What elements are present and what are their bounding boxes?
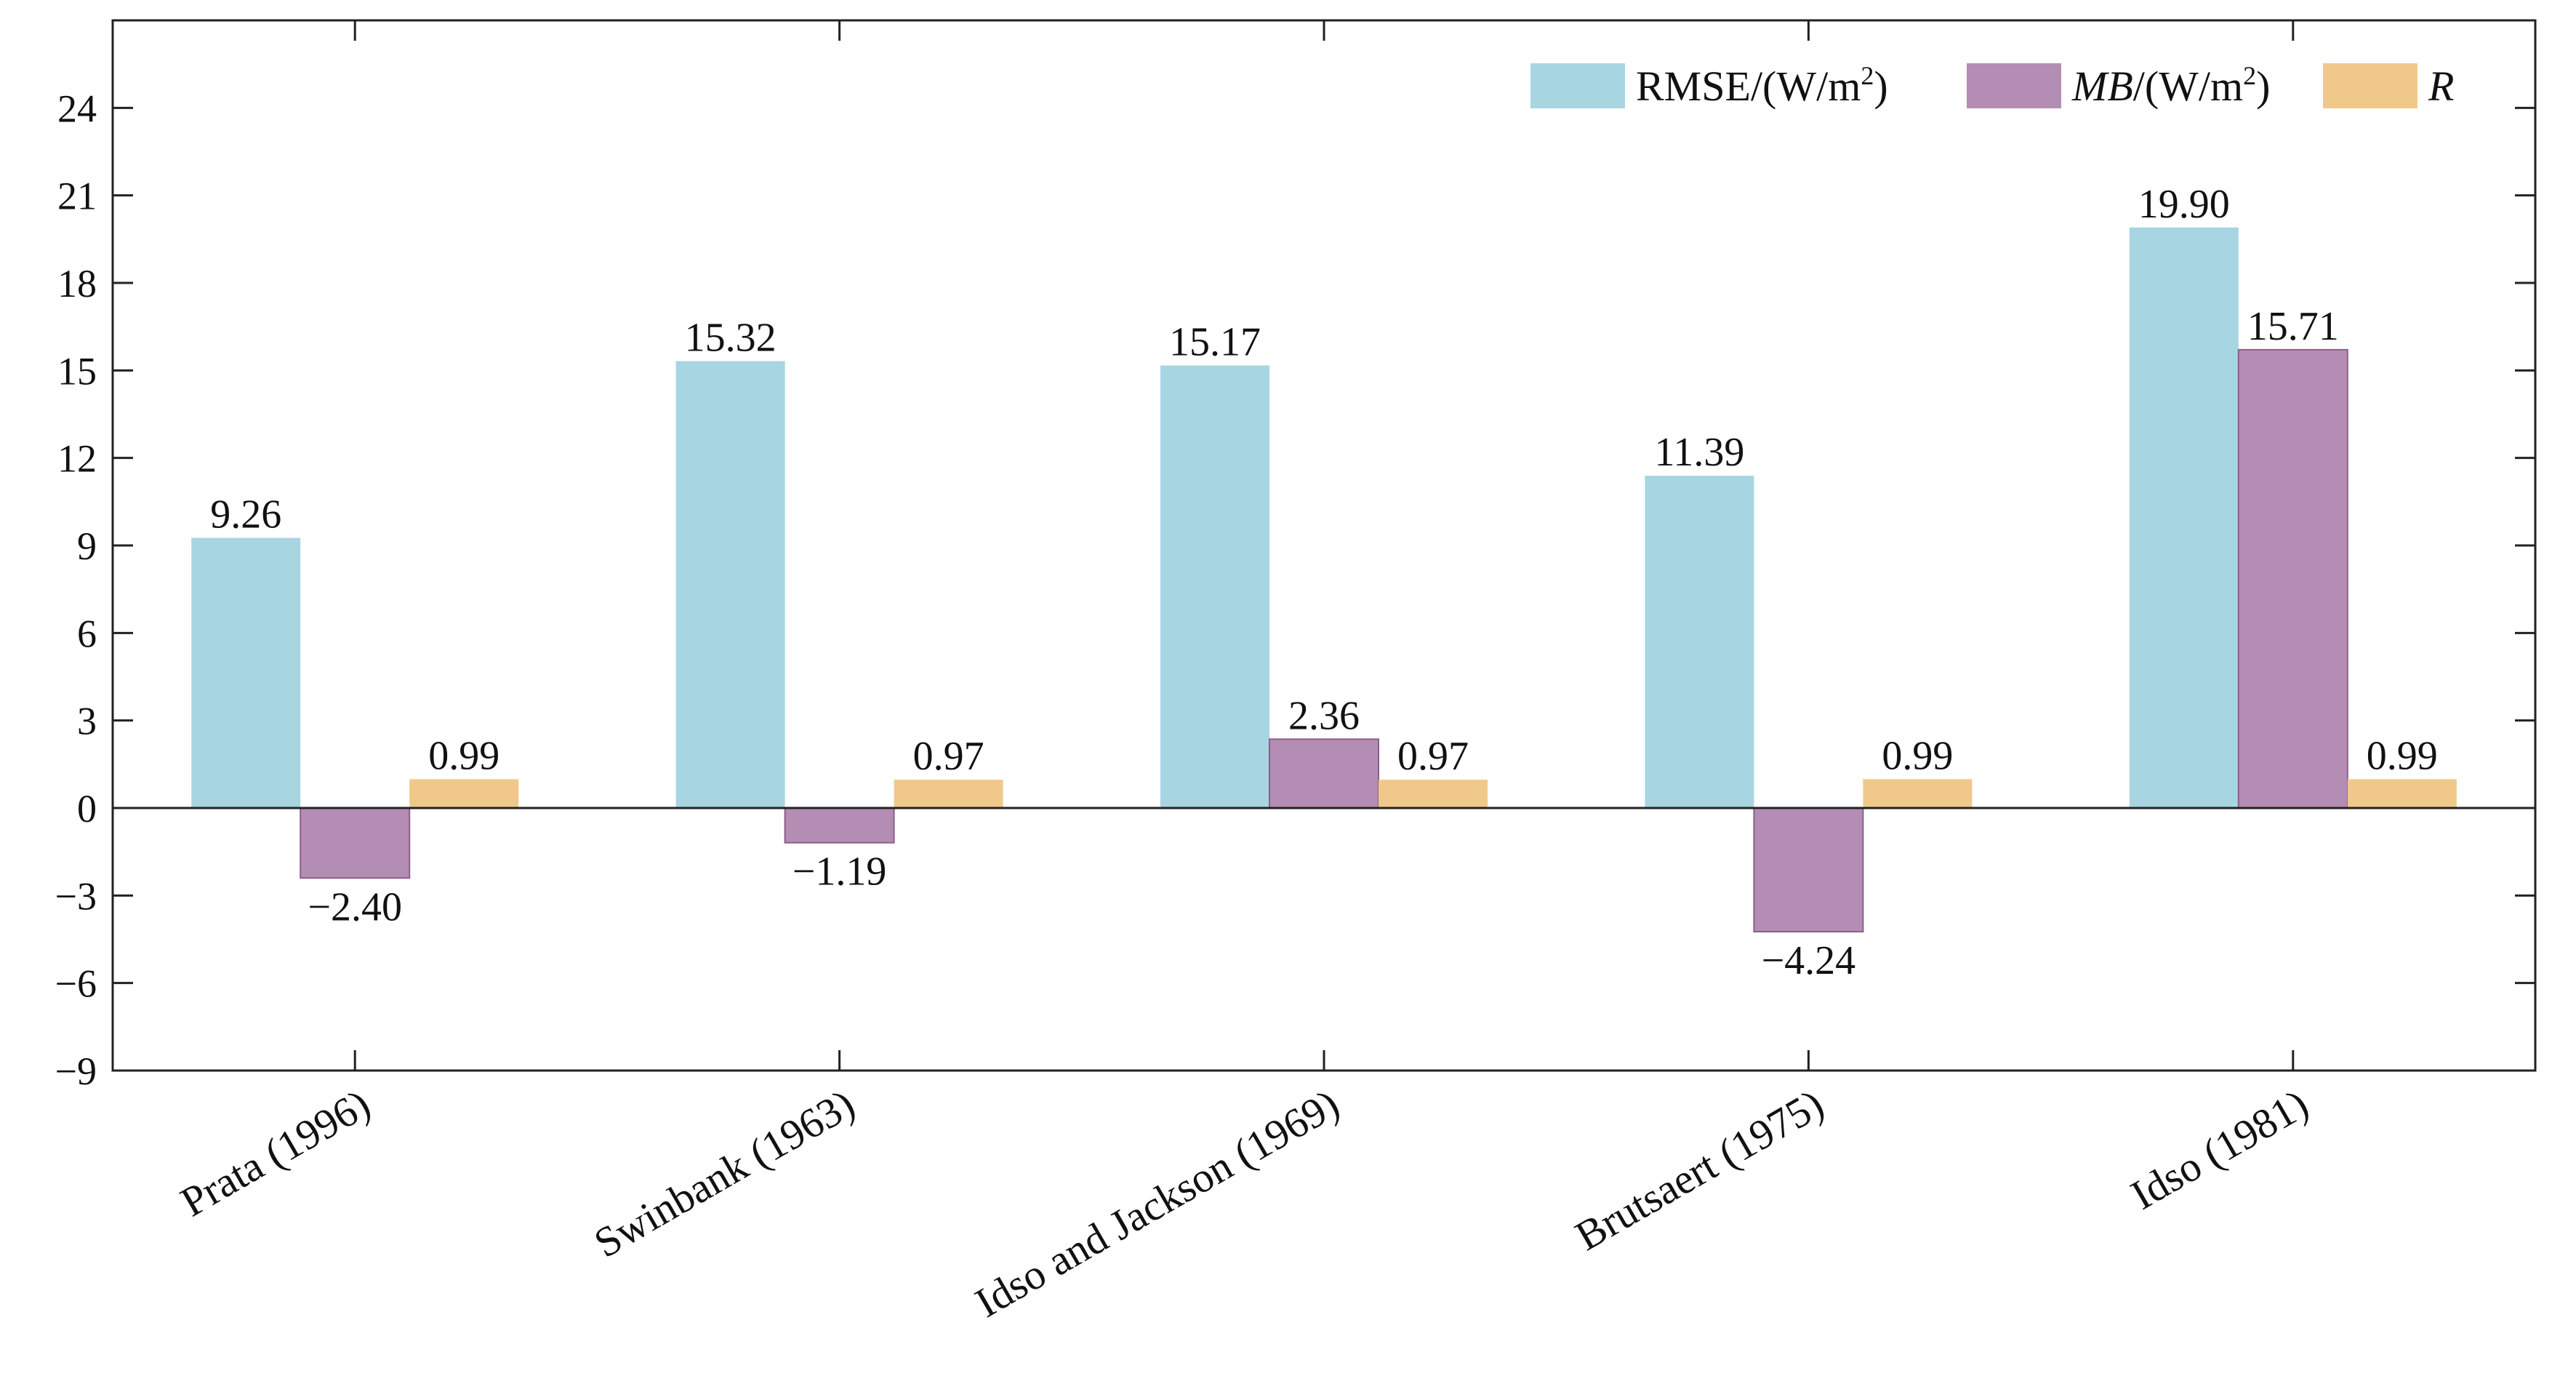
data-label: 15.32 — [685, 315, 777, 360]
data-label: −1.19 — [793, 849, 887, 895]
data-label: 0.99 — [1882, 733, 1953, 778]
bar — [675, 361, 785, 808]
category-label: Idso (1981) — [2123, 1080, 2316, 1219]
y-tick-label: 0 — [77, 787, 97, 831]
bar — [784, 807, 895, 844]
legend-label: R — [2428, 63, 2454, 110]
bars-layer — [191, 227, 2457, 933]
bar — [1269, 738, 1379, 809]
bar — [1863, 779, 1973, 808]
bar — [1645, 476, 1754, 808]
data-label: 0.97 — [1397, 734, 1469, 779]
y-tick-label: 24 — [57, 87, 97, 130]
legend: RMSE/(W/m2) MB/(W/m2) R — [1530, 61, 2454, 110]
y-tick-label: 9 — [77, 524, 97, 568]
bar — [1753, 807, 1864, 933]
y-tick-label: −3 — [55, 874, 97, 918]
y-tick-label: −9 — [55, 1049, 97, 1093]
legend-label: RMSE/(W/m2) — [1636, 61, 1888, 110]
data-label: 15.71 — [2247, 304, 2339, 349]
category-label: Swinbank (1963) — [586, 1080, 862, 1267]
y-tick-label: 21 — [57, 175, 97, 218]
data-label: 19.90 — [2138, 182, 2230, 227]
y-tick-label: 15 — [57, 349, 97, 393]
data-label: 9.26 — [210, 492, 281, 537]
y-tick-label: 6 — [77, 612, 97, 655]
data-label: 15.17 — [1169, 320, 1261, 365]
legend-swatch — [2323, 63, 2417, 108]
bar — [1379, 780, 1488, 808]
bar — [409, 779, 519, 808]
data-label: 0.99 — [428, 733, 499, 778]
y-tick-label: 12 — [57, 437, 97, 481]
data-label: 2.36 — [1288, 693, 1360, 738]
data-label: 0.99 — [2367, 733, 2438, 778]
bar — [894, 780, 1003, 808]
data-label: 0.97 — [913, 734, 984, 779]
data-label: −2.40 — [308, 884, 402, 929]
category-label: Prata (1996) — [173, 1080, 378, 1225]
y-tick-label: 3 — [77, 700, 97, 743]
data-label: 11.39 — [1654, 430, 1744, 475]
legend-swatch — [1967, 63, 2061, 108]
y-tick-label: −6 — [55, 962, 97, 1006]
bar — [191, 537, 301, 808]
category-label: Idso and Jackson (1969) — [967, 1080, 1347, 1327]
y-tick-label: 18 — [57, 262, 97, 305]
legend-label: MB/(W/m2) — [2071, 61, 2270, 110]
legend-swatch — [1530, 63, 1625, 108]
bar — [2129, 227, 2239, 808]
category-label: Brutsaert (1975) — [1568, 1080, 1831, 1260]
value-labels-layer: 9.26 −2.40 0.99 15.32 −1.19 0.97 15.17 2.36 0.97… — [210, 182, 2438, 983]
bar — [2237, 348, 2348, 809]
bar — [2347, 779, 2457, 808]
data-label: −4.24 — [1762, 938, 1856, 983]
bar — [300, 807, 411, 879]
bar — [1160, 365, 1269, 809]
